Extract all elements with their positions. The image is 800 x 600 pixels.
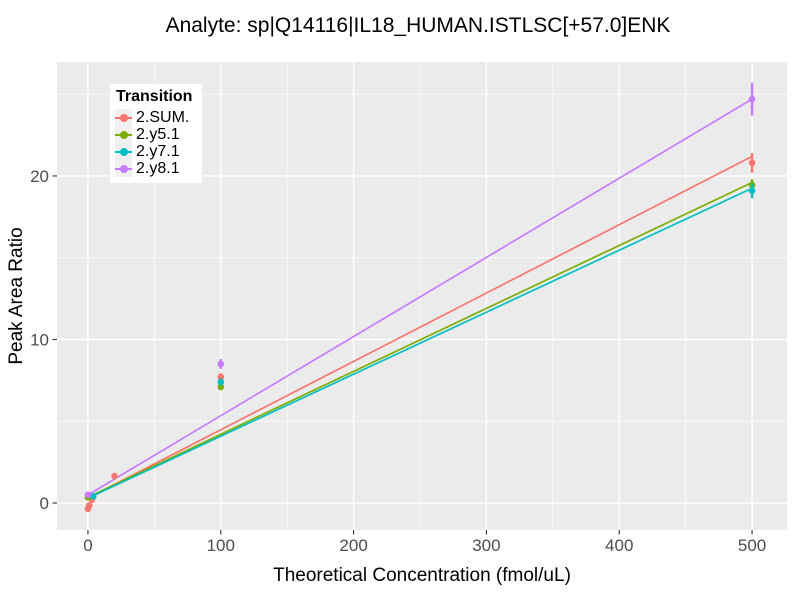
data-point-2.y8.1 xyxy=(217,360,225,368)
legend-item-label: 2.y8.1 xyxy=(136,159,180,177)
data-point-2.y8.1 xyxy=(748,95,756,103)
x-axis-label: Theoretical Concentration (fmol/uL) xyxy=(273,565,571,586)
legend-item-2.y8.1: 2.y8.1 xyxy=(115,160,192,177)
data-point-2.SUM. xyxy=(111,472,118,480)
x-tick-label: 400 xyxy=(605,536,633,555)
y-tick-label: 0 xyxy=(40,494,49,513)
legend-item-label: 2.y7.1 xyxy=(136,142,180,160)
fit-line-2.y8.1 xyxy=(87,98,753,496)
legend-item-2.SUM.: 2.SUM. xyxy=(115,109,192,126)
fit-line-2.y5.1 xyxy=(87,181,753,499)
legend-title: Transition xyxy=(116,88,193,105)
data-point-2.SUM. xyxy=(748,159,756,167)
fit-line-2.SUM. xyxy=(87,155,753,499)
legend-item-2.y7.1: 2.y7.1 xyxy=(115,143,192,160)
data-point-2.y5.1 xyxy=(217,383,225,391)
legend-item-2.y5.1: 2.y5.1 xyxy=(115,126,192,143)
data-point-2.SUM. xyxy=(217,373,225,381)
data-point-2.y8.1 xyxy=(84,491,92,499)
y-tick-label: 20 xyxy=(30,167,49,186)
legend-items: 2.SUM. 2.y5.1 2.y7.1 2.y8.1 xyxy=(115,109,192,177)
data-point-2.y7.1 xyxy=(748,187,756,194)
legend-key-icon xyxy=(115,109,132,126)
data-point-2.y7.1 xyxy=(217,378,225,386)
legend-item-label: 2.SUM. xyxy=(136,108,190,126)
y-tick-label: 10 xyxy=(30,330,49,349)
x-tick-label: 200 xyxy=(339,536,367,555)
legend-item-label: 2.y5.1 xyxy=(136,125,180,143)
legend-box: Transition 2.SUM. 2.y5.1 2.y7.1 2.y xyxy=(110,84,203,183)
legend-key-icon xyxy=(115,126,132,143)
fit-line-2.y7.1 xyxy=(87,187,753,499)
plot-title: Analyte: sp|Q14116|IL18_HUMAN.ISTLSC[+57… xyxy=(165,14,671,37)
data-point-2.SUM. xyxy=(85,502,93,509)
legend-key-icon xyxy=(115,160,132,177)
legend-key-icon xyxy=(115,143,132,160)
x-tick-label: 300 xyxy=(472,536,500,555)
x-tick-label: 500 xyxy=(738,536,766,555)
x-tick-label: 100 xyxy=(207,536,235,555)
x-tick-label: 0 xyxy=(83,536,92,555)
data-point-2.y7.1 xyxy=(89,493,97,500)
